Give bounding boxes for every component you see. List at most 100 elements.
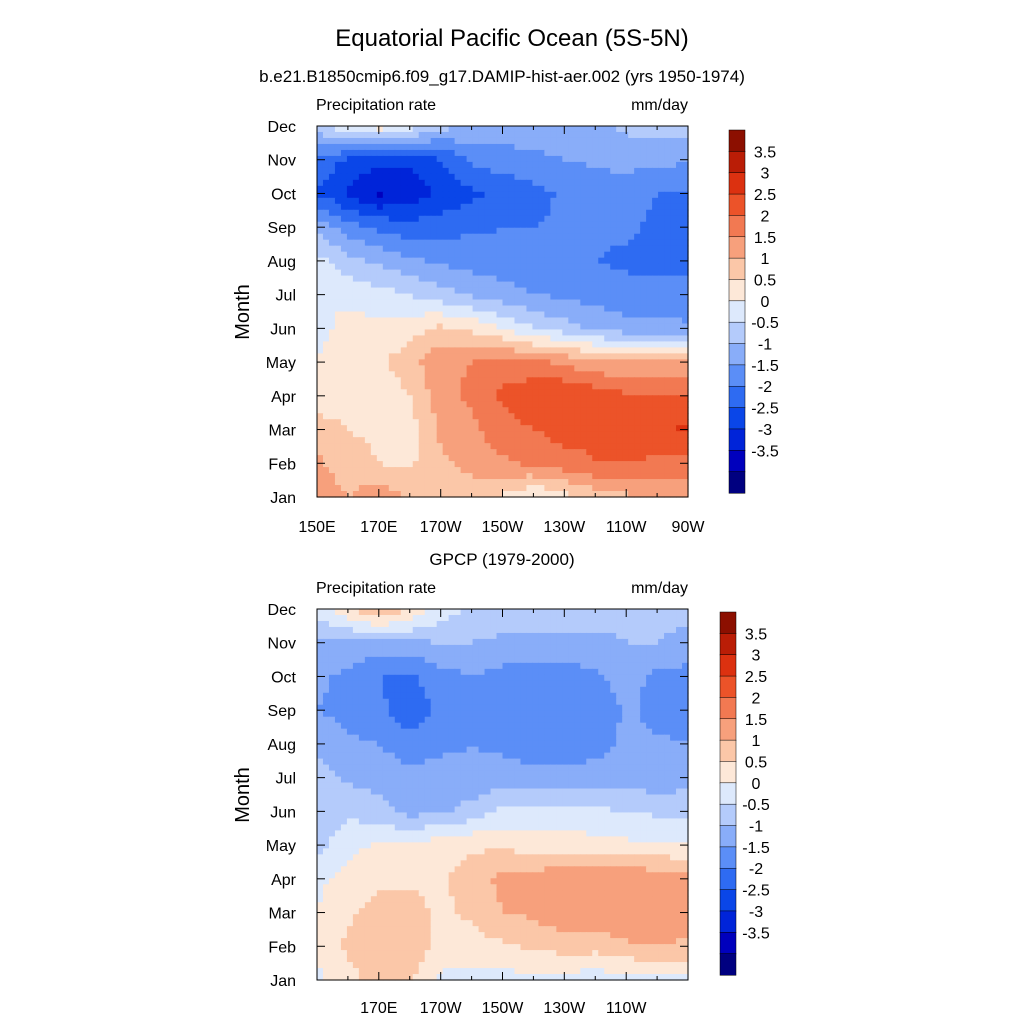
contour-cell xyxy=(376,233,384,241)
contour-cell xyxy=(442,431,450,438)
contour-cell xyxy=(334,407,342,414)
contour-cell xyxy=(412,227,420,235)
contour-cell xyxy=(586,674,593,682)
contour-cell xyxy=(532,173,539,181)
contour-cell xyxy=(556,323,563,331)
contour-cell xyxy=(358,431,366,438)
contour-cell xyxy=(394,377,402,384)
contour-cell xyxy=(400,662,408,670)
contour-cell xyxy=(652,239,659,247)
contour-cell xyxy=(514,614,522,622)
contour-cell xyxy=(640,317,647,325)
contour-cell xyxy=(520,674,528,682)
contour-cell xyxy=(460,257,468,265)
contour-cell xyxy=(562,269,569,277)
contour-cell xyxy=(502,644,510,652)
contour-cell xyxy=(406,323,414,331)
contour-cell xyxy=(550,341,557,348)
contour-cell xyxy=(406,179,414,187)
contour-cell xyxy=(496,221,504,229)
contour-cell xyxy=(484,674,492,682)
contour-cell xyxy=(430,437,438,444)
contour-cell xyxy=(490,311,498,319)
contour-cell xyxy=(682,143,689,151)
contour-cell xyxy=(370,461,378,468)
contour-cell xyxy=(454,305,462,313)
contour-cell xyxy=(538,131,545,139)
contour-cell xyxy=(556,185,563,193)
contour-cell xyxy=(334,437,342,444)
contour-cell xyxy=(568,341,575,348)
contour-cell xyxy=(364,425,372,432)
contour-cell xyxy=(472,437,480,444)
contour-cell xyxy=(364,656,372,664)
contour-cell xyxy=(400,632,408,640)
contour-cell xyxy=(358,620,366,628)
contour-cell xyxy=(394,329,402,337)
contour-cell xyxy=(526,335,534,343)
contour-cell xyxy=(550,215,557,223)
contour-cell xyxy=(604,461,611,468)
contour-cell xyxy=(526,389,534,396)
contour-cell xyxy=(682,245,689,253)
y-tick-label: Oct xyxy=(271,186,296,203)
contour-cell xyxy=(538,221,545,229)
contour-cell xyxy=(634,365,641,372)
contour-cell xyxy=(586,185,593,193)
contour-cell xyxy=(544,341,551,348)
contour-cell xyxy=(586,626,593,634)
contour-cell xyxy=(646,155,653,163)
contour-cell xyxy=(334,251,342,259)
contour-cell xyxy=(526,365,534,372)
contour-cell xyxy=(532,281,539,289)
contour-cell xyxy=(592,143,599,151)
contour-cell xyxy=(454,275,462,283)
contour-cell xyxy=(658,179,665,187)
contour-cell xyxy=(556,269,563,277)
contour-cell xyxy=(664,656,671,664)
contour-cell xyxy=(544,179,551,187)
contour-cell xyxy=(466,167,474,175)
contour-cell xyxy=(376,425,384,432)
contour-cell xyxy=(388,371,396,378)
contour-cell xyxy=(334,425,342,432)
contour-cell xyxy=(508,704,516,712)
contour-cell xyxy=(460,620,468,628)
contour-cell xyxy=(317,197,324,205)
contour-cell xyxy=(496,626,504,634)
contour-cell xyxy=(317,173,324,181)
contour-cell xyxy=(460,455,468,462)
contour-cell xyxy=(358,698,366,706)
contour-cell xyxy=(628,632,635,640)
contour-cell xyxy=(670,347,677,354)
contour-cell xyxy=(418,311,426,319)
contour-cell xyxy=(400,479,408,486)
contour-cell xyxy=(394,443,402,450)
contour-cell xyxy=(322,662,330,670)
contour-cell xyxy=(364,245,372,253)
contour-cell xyxy=(370,449,378,456)
contour-cell xyxy=(418,287,426,295)
contour-cell xyxy=(628,431,635,438)
contour-cell xyxy=(346,485,354,492)
contour-cell xyxy=(538,491,545,498)
contour-cell xyxy=(442,287,450,295)
contour-cell xyxy=(520,209,528,217)
contour-cell xyxy=(382,437,390,444)
contour-cell xyxy=(478,239,486,247)
contour-cell xyxy=(317,317,324,325)
contour-cell xyxy=(598,203,605,211)
contour-cell xyxy=(646,407,653,414)
contour-cell xyxy=(317,443,324,450)
contour-cell xyxy=(424,437,432,444)
contour-cell xyxy=(448,614,456,622)
contour-cell xyxy=(406,443,414,450)
contour-cell xyxy=(568,239,575,247)
contour-cell xyxy=(472,263,480,271)
contour-cell xyxy=(634,407,641,414)
contour-cell xyxy=(598,407,605,414)
contour-cell xyxy=(496,359,504,366)
contour-cell xyxy=(670,155,677,163)
contour-cell xyxy=(490,419,498,426)
contour-cell xyxy=(388,455,396,462)
